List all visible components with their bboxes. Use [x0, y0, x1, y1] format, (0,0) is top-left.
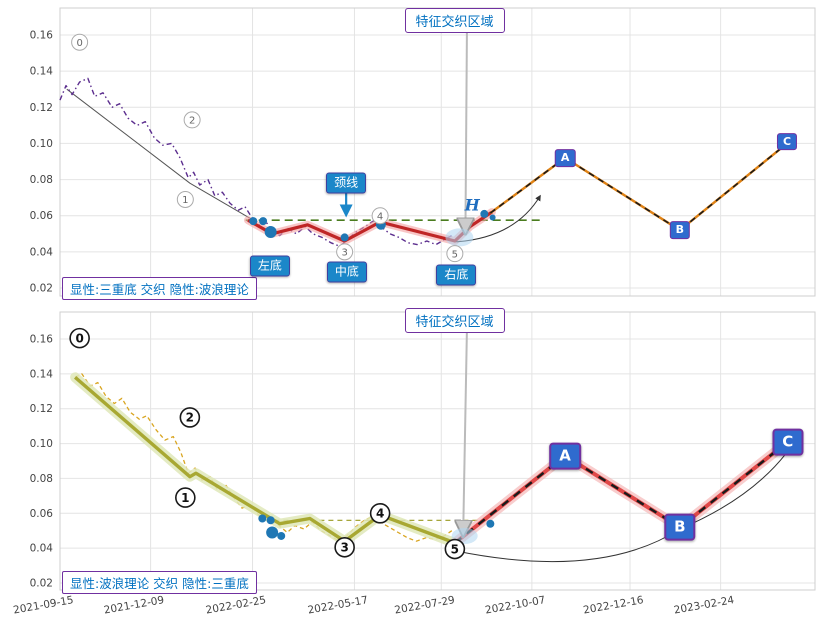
wave-point-5 [446, 245, 464, 263]
signal-dot [249, 217, 258, 226]
y-axis-labels: 0.02 0.04 0.06 0.08 0.10 0.12 0.14 0.16 [30, 30, 54, 295]
signal-dot [277, 531, 286, 540]
wave-point-label: 0 [76, 38, 82, 49]
wave-point-label: 0 [75, 331, 83, 345]
wave-point-1 [176, 190, 194, 208]
wave-point-label: 1 [182, 195, 188, 206]
wave-point-label: 5 [452, 249, 458, 260]
wave-point-label: 3 [341, 247, 347, 258]
wave-point-label: 4 [376, 507, 384, 521]
wave-point-5 [444, 538, 466, 560]
bottom-chart-panel: 0.02 0.04 0.06 0.08 0.10 0.12 0.14 0.16 2021-09-… [0, 302, 822, 617]
wave-point-3 [336, 243, 354, 261]
top-chart-canvas: 0.02 0.04 0.06 0.08 0.10 0.12 0.14 0.16 0 2 1 3 4 5 [30, 7, 816, 297]
y-tick-label: 0.10 [30, 138, 53, 150]
x-tick-label: 2022-05-17 [307, 594, 369, 616]
x-tick-label: 2022-07-29 [394, 594, 456, 616]
wave-point-label: 2 [186, 411, 194, 425]
wave-point-label: 5 [451, 542, 459, 556]
y-tick-label: 0.06 [30, 508, 54, 520]
y-tick-label: 0.08 [30, 473, 53, 485]
x-tick-label: 2022-10-07 [484, 594, 546, 616]
y-tick-label: 0.10 [30, 438, 53, 450]
plot-border [59, 7, 816, 297]
x-tick-label: 2023-02-24 [673, 594, 735, 616]
wave-point-label: 1 [181, 491, 189, 505]
y-axis-labels: 0.02 0.04 0.06 0.08 0.10 0.12 0.14 0.16 [30, 334, 54, 590]
signal-dot [340, 233, 349, 242]
signal-dot [259, 217, 268, 226]
wave-point-4 [369, 502, 391, 524]
y-tick-label: 0.14 [30, 66, 54, 78]
y-tick-label: 0.02 [30, 578, 53, 590]
signal-dot [266, 526, 279, 539]
wave-point-label: 4 [377, 211, 383, 222]
y-tick-label: 0.04 [30, 543, 54, 555]
bottom-chart-canvas: 0.02 0.04 0.06 0.08 0.10 0.12 0.14 0.16 2021-09-… [12, 311, 816, 617]
wave-point-1 [175, 487, 196, 508]
signal-dot [486, 519, 495, 528]
wave-point-3 [334, 536, 355, 558]
signal-dot [258, 514, 267, 523]
gridlines [59, 312, 815, 590]
x-tick-label: 2022-12-16 [582, 594, 644, 616]
wave-point-label: 3 [340, 541, 348, 555]
wave-point-4 [371, 207, 389, 225]
wave-point-0 [69, 327, 90, 349]
wave-point-label: 2 [189, 116, 195, 127]
y-tick-label: 0.02 [30, 283, 53, 295]
wave-point-0 [71, 33, 89, 51]
x-axis-labels: 2021-09-15 2021-12-09 2022-02-25 2022-05-17… [12, 594, 735, 616]
top-chart-panel: 0.02 0.04 0.06 0.08 0.10 0.12 0.14 0.16 0 2 1 3 4 5 特… [0, 0, 822, 302]
signal-dot [480, 209, 489, 218]
focus-highlight [445, 228, 474, 247]
y-tick-label: 0.12 [30, 102, 53, 114]
descent-guide [66, 88, 253, 220]
signal-dot [264, 225, 277, 238]
wave-point-2 [179, 407, 201, 428]
y-tick-label: 0.08 [30, 174, 53, 186]
signal-dot [266, 516, 275, 525]
x-tick-label: 2021-09-15 [12, 594, 74, 616]
y-tick-label: 0.16 [30, 334, 54, 346]
signal-dot [489, 214, 496, 221]
focus-arrow [465, 29, 467, 232]
y-tick-label: 0.04 [30, 246, 54, 258]
x-tick-label: 2022-02-25 [205, 594, 267, 616]
y-tick-label: 0.06 [30, 210, 54, 222]
rise-line-dash [489, 142, 788, 231]
x-tick-label: 2021-12-09 [103, 594, 165, 616]
focus-arrow [463, 328, 467, 535]
y-tick-label: 0.14 [30, 368, 54, 380]
rise-line-orange [489, 142, 788, 232]
rise-line-red [453, 440, 790, 545]
gridlines [59, 8, 815, 296]
y-tick-label: 0.12 [30, 403, 53, 415]
wave-point-2 [183, 111, 201, 129]
price-line [59, 77, 453, 248]
y-tick-label: 0.16 [30, 30, 54, 42]
